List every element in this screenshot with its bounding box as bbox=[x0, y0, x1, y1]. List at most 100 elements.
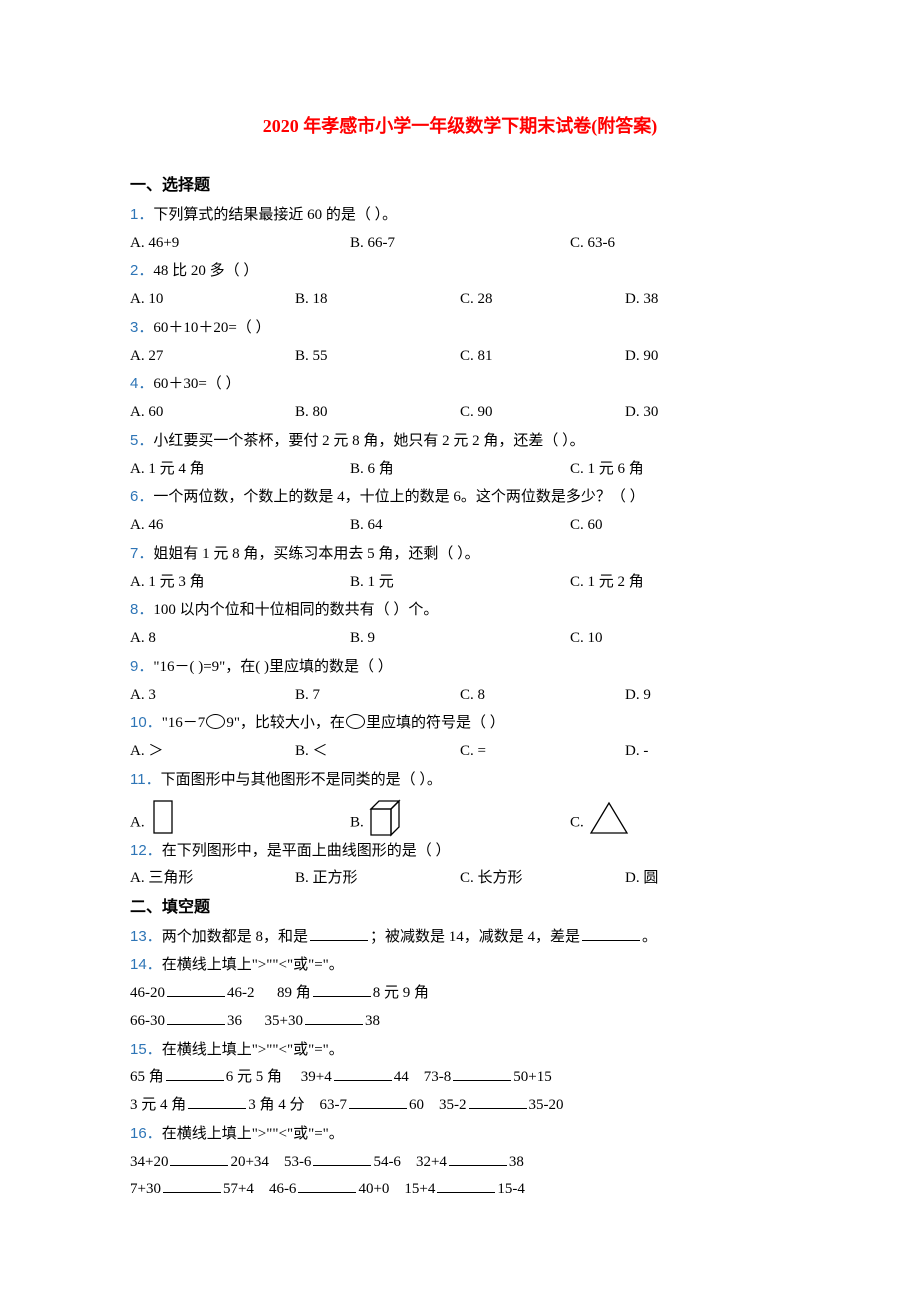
question-3: 3．60＋10＋20=（ ） bbox=[130, 314, 790, 343]
q13-t1: 两个加数都是 8，和是 bbox=[162, 929, 308, 945]
q16-r1e: 32+4 bbox=[416, 1154, 447, 1170]
blank bbox=[437, 1177, 495, 1193]
question-8: 8．100 以内个位和十位相同的数共有（ ）个。 bbox=[130, 596, 790, 625]
q1-opt-b: B. 66-7 bbox=[350, 230, 570, 258]
q16-r2b: 57+4 bbox=[223, 1181, 254, 1197]
blank bbox=[582, 925, 640, 941]
blank bbox=[310, 925, 368, 941]
q2-text: 48 比 20 多（ ） bbox=[153, 263, 258, 279]
q9-opt-d: D. 9 bbox=[625, 682, 790, 710]
qnum-12: 12． bbox=[130, 842, 162, 859]
q9-options: A. 3 B. 7 C. 8 D. 9 bbox=[130, 682, 790, 710]
q9-opt-b: B. 7 bbox=[295, 682, 460, 710]
q1-text: 下列算式的结果最接近 60 的是（ ）。 bbox=[153, 207, 397, 223]
blank bbox=[313, 1150, 371, 1166]
q1-options: A. 46+9 B. 66-7 C. 63-6 bbox=[130, 230, 790, 258]
circle-blank-icon bbox=[346, 714, 365, 729]
q15-r2e: 35-2 bbox=[439, 1097, 467, 1113]
q5-options: A. 1 元 4 角 B. 6 角 C. 1 元 6 角 bbox=[130, 456, 790, 484]
q11-b-label: B. bbox=[350, 814, 364, 830]
q16-row1: 34+2020+34 53-654-6 32+438 bbox=[130, 1149, 790, 1177]
question-12: 12．在下列图形中，是平面上曲线图形的是（ ） bbox=[130, 837, 790, 866]
q15-r2f: 35-20 bbox=[529, 1097, 564, 1113]
q15-r1d: 44 bbox=[394, 1069, 409, 1085]
q2-opt-c: C. 28 bbox=[460, 286, 625, 314]
section-1-header: 一、选择题 bbox=[130, 171, 790, 201]
qnum-9: 9． bbox=[130, 658, 153, 675]
rectangle-shape-icon bbox=[148, 799, 178, 837]
page-title: 2020 年孝感市小学一年级数学下期末试卷(附答案) bbox=[130, 110, 790, 143]
qnum-10: 10． bbox=[130, 714, 162, 731]
question-13: 13．两个加数都是 8，和是；被减数是 14，减数是 4，差是。 bbox=[130, 923, 790, 952]
q10-opt-a: A. ＞ bbox=[130, 738, 295, 766]
q10-text-after: 9"，比较大小，在 bbox=[226, 715, 345, 731]
q3-options: A. 27 B. 55 C. 81 D. 90 bbox=[130, 343, 790, 371]
q5-text: 小红要买一个茶杯，要付 2 元 8 角，她只有 2 元 2 角，还差（ ）。 bbox=[153, 433, 584, 449]
blank bbox=[469, 1093, 527, 1109]
q10-opt-d: D. - bbox=[625, 738, 790, 766]
qnum-7: 7． bbox=[130, 545, 153, 562]
q5-opt-b: B. 6 角 bbox=[350, 456, 570, 484]
q12-text: 在下列图形中，是平面上曲线图形的是（ ） bbox=[162, 843, 451, 859]
q6-options: A. 46 B. 64 C. 60 bbox=[130, 512, 790, 540]
blank bbox=[170, 1150, 228, 1166]
q15-r1f: 50+15 bbox=[513, 1069, 551, 1085]
q8-options: A. 8 B. 9 C. 10 bbox=[130, 625, 790, 653]
q7-options: A. 1 元 3 角 B. 1 元 C. 1 元 2 角 bbox=[130, 569, 790, 597]
question-1: 1．下列算式的结果最接近 60 的是（ ）。 bbox=[130, 201, 790, 230]
q15-row2: 3 元 4 角3 角 4 分 63-760 35-235-20 bbox=[130, 1092, 790, 1120]
blank bbox=[334, 1065, 392, 1081]
q5-opt-c: C. 1 元 6 角 bbox=[570, 456, 790, 484]
q3-opt-a: A. 27 bbox=[130, 343, 295, 371]
q16-r2e: 15+4 bbox=[404, 1181, 435, 1197]
q16-r1a: 34+20 bbox=[130, 1154, 168, 1170]
q4-opt-b: B. 80 bbox=[295, 399, 460, 427]
q15-r2c: 63-7 bbox=[320, 1097, 348, 1113]
question-15: 15．在横线上填上">""<"或"="。 bbox=[130, 1036, 790, 1065]
q16-r1d: 54-6 bbox=[373, 1154, 401, 1170]
blank bbox=[313, 981, 371, 997]
question-7: 7．姐姐有 1 元 8 角，买练习本用去 5 角，还剩（ ）。 bbox=[130, 540, 790, 569]
cuboid-shape-icon bbox=[367, 799, 407, 837]
q13-t2: ；被减数是 14，减数是 4，差是 bbox=[370, 929, 580, 945]
q14-r2a: 66-30 bbox=[130, 1013, 165, 1029]
q2-options: A. 10 B. 18 C. 28 D. 38 bbox=[130, 286, 790, 314]
q7-text: 姐姐有 1 元 8 角，买练习本用去 5 角，还剩（ ）。 bbox=[153, 546, 479, 562]
q4-text: 60＋30=（ ） bbox=[153, 376, 240, 392]
question-4: 4．60＋30=（ ） bbox=[130, 370, 790, 399]
qnum-1: 1． bbox=[130, 206, 153, 223]
q3-text: 60＋10＋20=（ ） bbox=[153, 320, 270, 336]
q3-opt-d: D. 90 bbox=[625, 343, 790, 371]
question-10: 10．"16－79"，比较大小，在里应填的符号是（ ） bbox=[130, 709, 790, 738]
q2-opt-a: A. 10 bbox=[130, 286, 295, 314]
q6-opt-c: C. 60 bbox=[570, 512, 790, 540]
q7-opt-b: B. 1 元 bbox=[350, 569, 570, 597]
q6-text: 一个两位数，个数上的数是 4，十位上的数是 6。这个两位数是多少？（ ） bbox=[153, 489, 644, 505]
q9-text: "16－( )=9"，在( )里应填的数是（ ） bbox=[153, 659, 392, 675]
blank bbox=[305, 1009, 363, 1025]
q16-r1c: 53-6 bbox=[284, 1154, 312, 1170]
q15-r2d: 60 bbox=[409, 1097, 424, 1113]
qnum-2: 2． bbox=[130, 262, 153, 279]
q2-opt-b: B. 18 bbox=[295, 286, 460, 314]
q10-opt-b: B. ＜ bbox=[295, 738, 460, 766]
qnum-15: 15． bbox=[130, 1041, 162, 1058]
q10-text-before: "16－7 bbox=[162, 715, 206, 731]
q16-r2f: 15-4 bbox=[497, 1181, 525, 1197]
q12-opt-a: A. 三角形 bbox=[130, 865, 295, 893]
question-11: 11．下面图形中与其他图形不是同类的是（ ）。 bbox=[130, 766, 790, 795]
qnum-14: 14． bbox=[130, 956, 162, 973]
q4-opt-d: D. 30 bbox=[625, 399, 790, 427]
question-6: 6．一个两位数，个数上的数是 4，十位上的数是 6。这个两位数是多少？（ ） bbox=[130, 483, 790, 512]
q16-r1f: 38 bbox=[509, 1154, 524, 1170]
q4-opt-a: A. 60 bbox=[130, 399, 295, 427]
q15-r1e: 73-8 bbox=[424, 1069, 452, 1085]
q12-opt-d: D. 圆 bbox=[625, 865, 790, 893]
blank bbox=[163, 1177, 221, 1193]
q7-opt-c: C. 1 元 2 角 bbox=[570, 569, 790, 597]
blank bbox=[449, 1150, 507, 1166]
q15-text: 在横线上填上">""<"或"="。 bbox=[162, 1042, 344, 1058]
blank bbox=[298, 1177, 356, 1193]
q8-text: 100 以内个位和十位相同的数共有（ ）个。 bbox=[153, 602, 438, 618]
q15-r1b: 6 元 5 角 bbox=[226, 1069, 282, 1085]
